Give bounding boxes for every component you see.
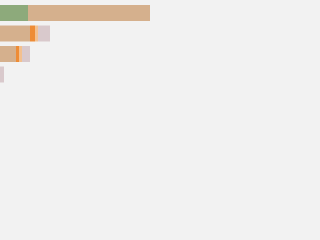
- bar-segment: [38, 25, 50, 42]
- background: [0, 0, 150, 150]
- bar-segment: [0, 25, 30, 42]
- bar-segment: [28, 5, 150, 21]
- bar-segment: [35, 25, 38, 42]
- bar-segment: [0, 46, 16, 62]
- page: (() => { const data = JSON.parse(documen…: [0, 0, 150, 150]
- bar-segment: [16, 46, 19, 62]
- bar-segment: [0, 66, 4, 83]
- chart: [0, 0, 150, 150]
- bar-segment: [0, 5, 28, 21]
- bar-segment: [19, 46, 22, 62]
- bar-segment: [30, 25, 35, 42]
- bar-segment: [22, 46, 30, 62]
